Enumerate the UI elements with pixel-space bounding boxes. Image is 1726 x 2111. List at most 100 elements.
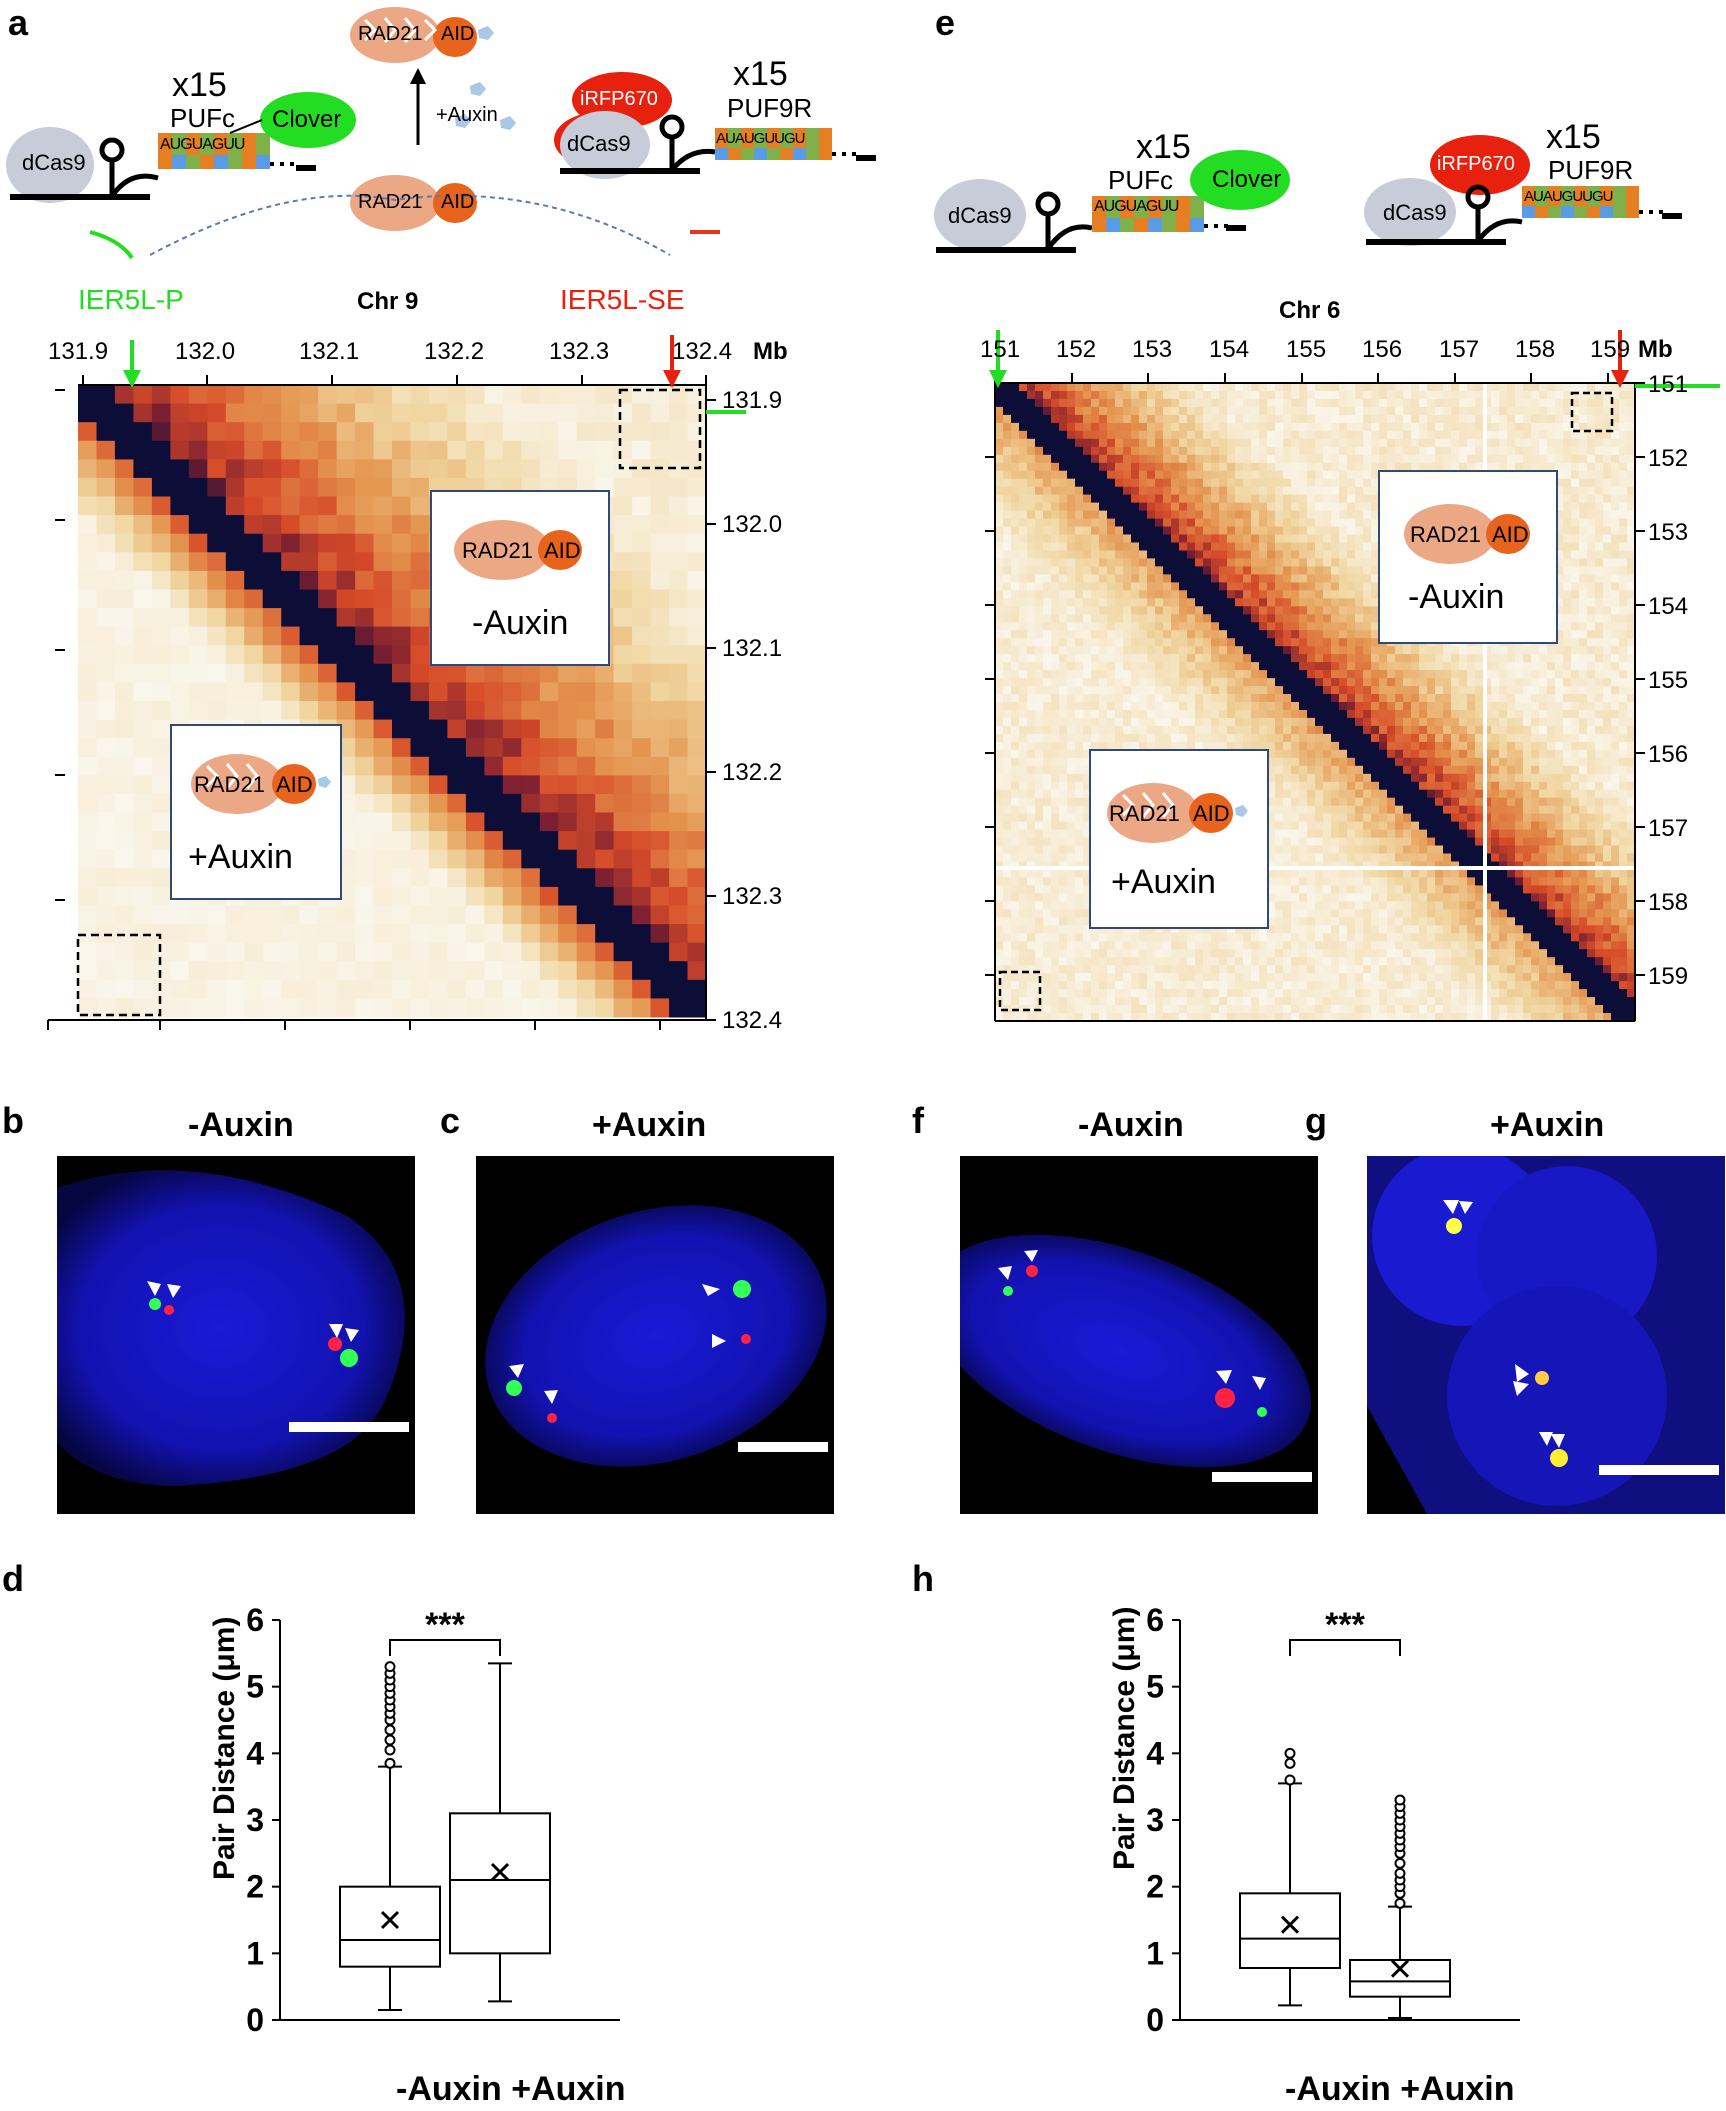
scalebar-c: [738, 1442, 828, 1452]
iqr-box: [339, 1885, 441, 1968]
ytick-label: 5: [246, 1669, 264, 1705]
scalebar-f: [1212, 1472, 1312, 1482]
ylabel-d: Pair Distance (μm): [208, 1616, 241, 1880]
ylabel-h: Pair Distance (μm): [1108, 1606, 1141, 1870]
ytick-a-1: 132.0: [722, 511, 783, 538]
pufc-label-e: PUFc: [1108, 165, 1173, 195]
rad21-shape-center: [350, 175, 440, 231]
ytick-label: 3: [1146, 1802, 1164, 1838]
rad21-box-e-plus: RAD21: [1109, 801, 1180, 826]
significance-label: ***: [425, 1606, 465, 1644]
significance-label: ***: [1325, 1606, 1365, 1644]
ytick-label: 1: [246, 1935, 264, 1971]
box-0: [339, 1661, 441, 2011]
rad21-box-a: RAD21: [462, 538, 533, 563]
locus-ier5l-se: IER5L-SE: [560, 284, 685, 315]
ytick-label: 4: [246, 1735, 264, 1771]
minus-auxin-label-e: -Auxin: [1408, 578, 1505, 616]
outlier-point: [1394, 1794, 1406, 1806]
ytick-e-6: 157: [1648, 815, 1689, 842]
chr9-label: Chr 9: [357, 288, 419, 315]
x15-label-e1: x15: [1136, 128, 1191, 166]
ytick-e-3: 154: [1648, 593, 1689, 620]
plus-auxin-label-e: +Auxin: [1111, 863, 1216, 901]
outlier-point: [1284, 1747, 1296, 1759]
panel-label-g: g: [1305, 1100, 1327, 1141]
significance-bracket: [1289, 1639, 1401, 1656]
panel-label-b: b: [2, 1100, 24, 1141]
ytick-e-8: 159: [1648, 963, 1689, 990]
mean-marker: [380, 1910, 400, 1930]
panel-label-d: d: [2, 1558, 24, 1599]
mean-marker: [490, 1862, 510, 1882]
boxplot-h: 0 1 2 3 4 5 6 ***: [1146, 1602, 1520, 2038]
xtick-e-5: 156: [1362, 336, 1403, 363]
xtick-e-0: 151: [980, 336, 1021, 363]
xtick-e-3: 154: [1209, 336, 1250, 363]
scalebar-b: [289, 1422, 409, 1432]
cond-header-g: +Auxin: [1490, 1106, 1605, 1144]
ytick-label: 1: [1146, 1935, 1164, 1971]
dcas9-label-a2: dCas9: [567, 131, 631, 156]
xlabel-h: -Auxin +Auxin: [1285, 2070, 1515, 2108]
panel-e-schematic: [934, 135, 1682, 253]
panel-label-h: h: [912, 1558, 934, 1599]
outlier-point: [384, 1744, 396, 1756]
legend-box-plus-auxin-a: RAD21 AID +Auxin: [170, 724, 342, 900]
irfp-label-e: iRFP670: [1437, 153, 1515, 175]
hic-heatmap-chr9: [78, 385, 707, 1018]
ytick-a-0: 131.9: [722, 387, 783, 414]
box-0: [1239, 1747, 1341, 2007]
xunit-e: Mb: [1638, 336, 1673, 363]
panel-label-a: a: [8, 2, 29, 43]
dcas9-shape: [6, 127, 94, 203]
xtick-a-2: 132.1: [299, 338, 360, 365]
seq-pufc-a: AUGUAGUU: [160, 136, 245, 153]
ytick-e-2: 153: [1648, 519, 1689, 546]
panel-label-f: f: [912, 1100, 924, 1141]
ytick-e-7: 158: [1648, 889, 1689, 916]
xunit-a: Mb: [753, 338, 788, 365]
seq-puf9r-a: AUAUGUUGU: [716, 130, 806, 147]
irfp-label-a: iRFP670: [580, 88, 658, 110]
rad21-shape-top: [350, 7, 440, 63]
ytick-label: 2: [1146, 1869, 1164, 1905]
panel-a-right-construct: [560, 72, 720, 179]
xtick-a-4: 132.3: [549, 338, 610, 365]
aid-box-a-plus: AID: [276, 772, 313, 797]
xtick-a-3: 132.2: [424, 338, 485, 365]
dcas9-label-e2: dCas9: [1383, 200, 1447, 225]
ytick-a-5: 132.4: [722, 1007, 783, 1034]
ytick-a-2: 132.1: [722, 635, 783, 662]
outlier-point: [1394, 1897, 1406, 1909]
legend-box-minus-auxin-a: RAD21 AID -Auxin: [430, 490, 610, 666]
scalebar-g: [1599, 1465, 1719, 1475]
x15-label-a2: x15: [733, 55, 788, 93]
ytick-a-4: 132.3: [722, 883, 783, 910]
micrograph-g: [1367, 1156, 1725, 1514]
xtick-e-8: 159: [1590, 336, 1631, 363]
dcas9-label-a1: dCas9: [22, 150, 86, 175]
ytick-e-1: 152: [1648, 445, 1689, 472]
cond-header-b: -Auxin: [188, 1106, 294, 1144]
aid-box-e: AID: [1492, 522, 1529, 547]
puf9r-label-a: PUF9R: [727, 93, 813, 123]
mean-marker: [1280, 1915, 1300, 1934]
outlier-point: [1284, 1757, 1296, 1769]
panel-a-puf9r-bases: [715, 128, 876, 161]
xtick-a-0: 131.9: [48, 338, 109, 365]
dcas9-label-e1: dCas9: [948, 203, 1012, 228]
micrograph-b: [57, 1156, 415, 1514]
xtick-a-1: 132.0: [175, 338, 236, 365]
heatmap-e-axes: [985, 330, 1720, 1022]
ytick-a-3: 132.2: [722, 759, 783, 786]
outlier-point: [1394, 1857, 1406, 1869]
legend-box-minus-auxin-e: RAD21 AID -Auxin: [1378, 470, 1558, 644]
iqr-box: [449, 1812, 551, 1955]
rad21-label-center: RAD21: [358, 191, 423, 213]
micrograph-f: [960, 1156, 1318, 1514]
panel-label-c: c: [440, 1100, 461, 1141]
ytick-e-4: 155: [1648, 667, 1689, 694]
locus-ier5l-p: IER5L-P: [78, 284, 184, 315]
ytick-label: 0: [246, 2002, 264, 2038]
